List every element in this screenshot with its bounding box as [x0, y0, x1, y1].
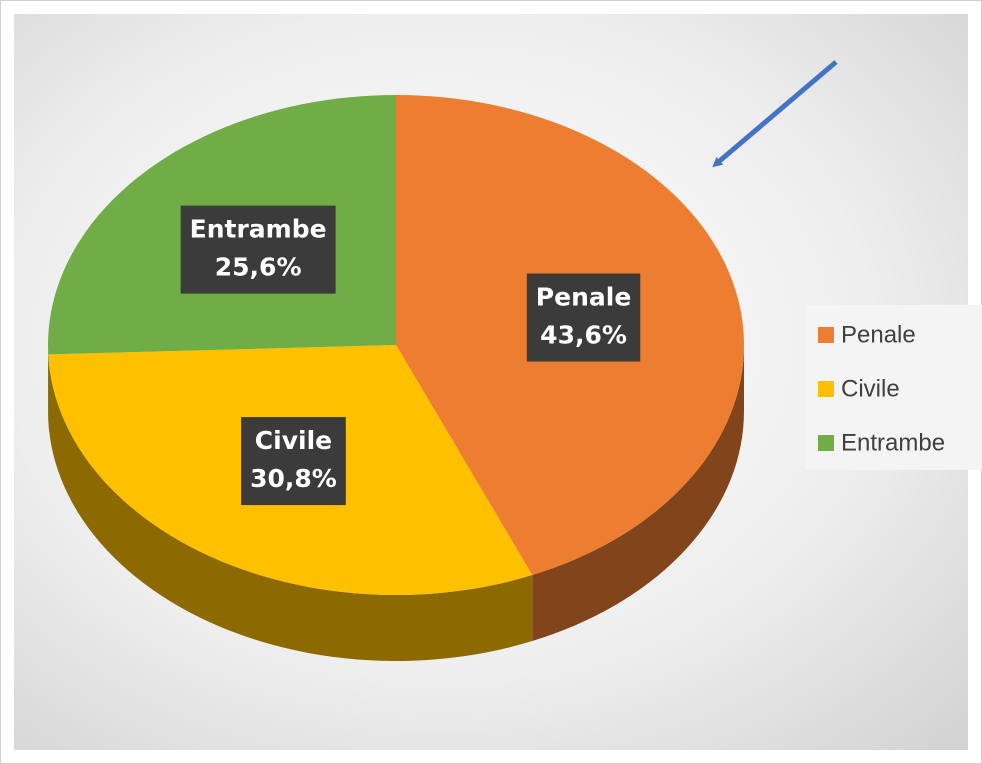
legend-swatch — [818, 381, 834, 397]
arrow — [712, 60, 838, 168]
legend-label: Entrambe — [841, 429, 945, 456]
data-labels: Penale 43,6% Civile 30,8% Entrambe 25,6% — [180, 205, 641, 506]
legend-swatch — [818, 435, 834, 451]
data-label-category: Entrambe — [190, 215, 327, 244]
data-label-value: 25,6% — [215, 253, 302, 282]
data-label-category: Civile — [255, 426, 332, 455]
data-label: Penale 43,6% — [526, 273, 641, 362]
slice-side — [48, 354, 533, 661]
data-label-box — [526, 273, 641, 362]
slice-side — [532, 345, 744, 642]
pie — [48, 95, 744, 661]
data-label-value: 30,8% — [250, 464, 337, 493]
data-label-value: 43,6% — [540, 321, 627, 350]
data-label-box — [241, 417, 346, 506]
data-label-category: Penale — [536, 283, 631, 312]
data-label: Entrambe 25,6% — [180, 205, 336, 294]
legend-box — [805, 305, 982, 470]
legend: Penale Civile Entrambe — [818, 321, 945, 456]
legend-swatch — [818, 327, 834, 343]
data-label-box — [180, 205, 336, 294]
legend-label: Penale — [841, 321, 916, 348]
data-label: Civile 30,8% — [241, 417, 346, 506]
legend-label: Civile — [841, 375, 900, 402]
